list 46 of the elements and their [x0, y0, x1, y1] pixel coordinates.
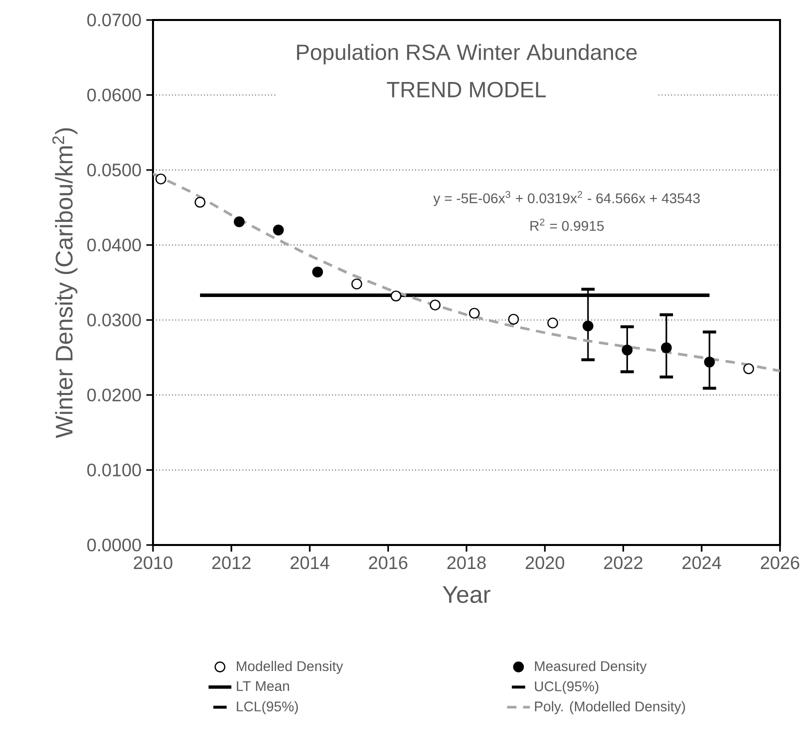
line-series: [153, 172, 780, 372]
annotation: y = -5E-06x$^{3}$ + 0.0319x$^{2}$ - 64.566x + 43543: [433, 190, 700, 206]
x-tick-label: 2012: [212, 556, 250, 570]
x-tick-label: 2022: [604, 556, 642, 570]
point: [234, 216, 245, 228]
text: TREND MODEL: [386, 82, 546, 98]
point: [155, 174, 166, 184]
x-tick-label: 2020: [526, 556, 564, 570]
point: [273, 224, 284, 236]
point: [468, 308, 480, 319]
y-tick-label: 0.0600: [87, 88, 141, 102]
y-tick-label: 0.0700: [87, 14, 141, 26]
x-tick-label: 2026: [760, 556, 800, 570]
y-tick-label: 0.0500: [87, 164, 141, 176]
annotation: R$^{2}$ = 0.9915: [530, 218, 604, 231]
point: [351, 278, 362, 290]
point: [194, 196, 206, 208]
legend-label: Modelled Density: [236, 660, 344, 674]
point: [547, 318, 558, 328]
x-tick-label: 2024: [682, 556, 722, 570]
y-tick-label: 0.0400: [87, 238, 141, 252]
legend-label: LCL(95%): [236, 701, 298, 714]
point: [743, 363, 754, 374]
point: [582, 320, 594, 332]
point: [622, 344, 633, 356]
point: [390, 290, 402, 302]
x-tick-label: 2010: [134, 556, 172, 570]
legend-label: LT Mean: [236, 681, 290, 692]
y-tick-label: 0.0000: [87, 538, 141, 552]
point: [704, 356, 715, 368]
x-tick-label: 2014: [290, 556, 330, 570]
x-tick-label: 2018: [447, 556, 486, 570]
x-axis-title: Year: [442, 586, 490, 604]
legend-label: Poly. (Modelled Density): [535, 701, 685, 714]
x-tick-label: 2016: [369, 556, 408, 570]
point: [660, 342, 672, 354]
y-tick-label: 0.0300: [87, 314, 141, 326]
point: [430, 300, 441, 310]
y-tick-label: 0.0200: [87, 388, 141, 402]
y-axis-title: Winter Density (Caribou/km$^{2}$): [52, 128, 78, 438]
point: [508, 314, 519, 325]
legend-label: UCL(95%): [534, 681, 598, 694]
y-tick-label: 0.0100: [87, 464, 141, 476]
point: [312, 266, 323, 278]
text: Population RSA Winter Abundance: [297, 44, 637, 64]
legend-label: Measured Density: [535, 660, 647, 674]
